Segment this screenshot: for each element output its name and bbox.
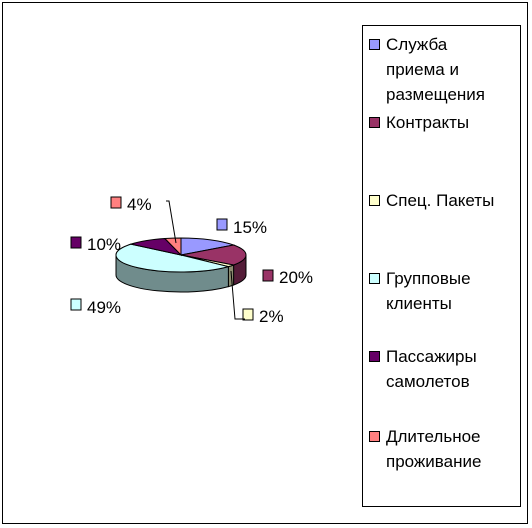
legend: Служба приема и размещения Контракты Спец.… (362, 25, 521, 507)
legend-swatch (369, 273, 380, 284)
pct-swatch-5 (110, 196, 122, 209)
pct-text-5: 4% (127, 195, 152, 214)
pct-swatch-1 (262, 269, 274, 282)
legend-label: Контракты (386, 113, 470, 132)
legend-swatch (369, 195, 380, 206)
pct-label-5: 4% (110, 195, 152, 214)
pct-label-1: 20% (262, 268, 313, 287)
pct-swatch-0 (216, 218, 228, 231)
pct-text-3: 49% (87, 298, 121, 317)
legend-label: Групповые клиенты (386, 269, 471, 313)
pct-label-2: 2% (242, 307, 284, 326)
pie-slice-0 (180, 237, 236, 256)
legend-label: Длительное проживание (386, 427, 482, 471)
pct-text-0: 15% (233, 218, 267, 237)
pct-swatch-3 (70, 298, 82, 311)
pie-chart: 15% 20% 2% 49% 10% 4% (70, 195, 313, 326)
legend-swatch (369, 351, 380, 362)
pie-slice-3 (115, 243, 231, 273)
legend-label: Пассажиры самолетов (386, 347, 477, 391)
pct-text-1: 20% (279, 268, 313, 287)
legend-swatch (369, 117, 380, 128)
pct-text-4: 10% (87, 235, 121, 254)
legend-swatch (369, 431, 380, 442)
leader-line-0 (166, 200, 177, 244)
legend-label: Спец. Пакеты (386, 191, 495, 210)
pct-labels: 15% 20% 2% 49% 10% 4% (70, 195, 313, 326)
pct-label-4: 10% (70, 235, 121, 254)
pie-slice-5 (163, 237, 182, 257)
pie-top (115, 237, 247, 273)
chart-frame: 15% 20% 2% 49% 10% 4% Служба приема и размеще… (2, 2, 528, 524)
legend-label: Служба приема и размещения (386, 35, 485, 104)
pie-slice-1 (180, 244, 247, 266)
pct-text-2: 2% (259, 307, 284, 326)
pct-swatch-4 (70, 236, 82, 249)
legend-swatch (369, 39, 380, 50)
pct-label-0: 15% (216, 218, 267, 237)
pct-label-3: 49% (70, 298, 121, 317)
leader-line-1 (230, 270, 245, 320)
pct-swatch-2 (242, 308, 254, 321)
